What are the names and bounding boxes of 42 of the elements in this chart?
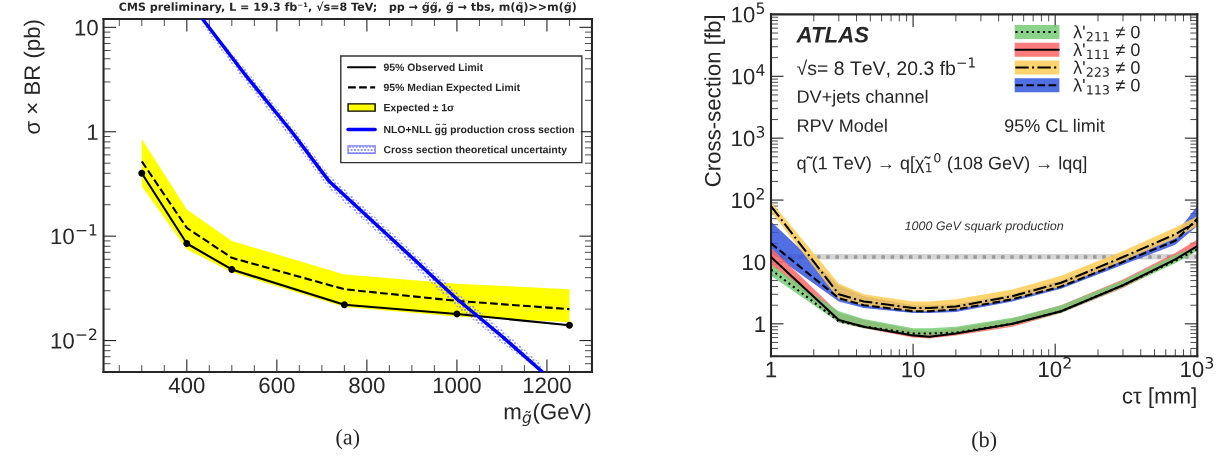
y-tick-label: 10$^{4}$	[732, 64, 765, 85]
annotation: ATLAS	[796, 26, 869, 43]
legend-label: Cross section theoretical uncertainty	[383, 145, 567, 156]
y-tick-label: 10	[75, 19, 98, 36]
x-tick-label: 10	[902, 361, 925, 378]
legend-label: λ'$_{111}$ ≠ 0	[1073, 42, 1140, 59]
x-tick-label: 400	[168, 377, 205, 394]
legend-label: 95% Observed Limit	[383, 63, 483, 71]
y-axis-title: Cross-section [fb]	[704, 15, 726, 187]
legend-label: NLO+NLL g̃g̃ production cross section	[384, 123, 574, 136]
y-tick-label: 1	[88, 124, 98, 140]
y-tick-label: 10$^{2}$	[732, 187, 764, 209]
x-tick-label: 10$^{3}$	[1181, 356, 1214, 378]
x-tick-label: 1200	[523, 377, 571, 394]
y-tick-label: 10$^{3}$	[732, 126, 765, 147]
chart-title: CMS preliminary, L = 19.3 fb⁻¹, √s=8 TeV; pp → g̃g̃, g̃ → tbs, m(q̃)>>m(g̃)	[119, 1, 576, 14]
x-tick-label: 1000	[433, 377, 481, 394]
annotation: √s= 8 TeV, 20.3 fb$^{−1}$	[797, 57, 975, 78]
legend-label: 95% Median Expected Limit	[383, 83, 520, 94]
legend-label: λ'$_{113}$ ≠ 0	[1073, 78, 1140, 95]
text: (b)	[972, 431, 997, 452]
annotation: 95% CL limit	[1005, 118, 1105, 133]
y-tick-label: 10$^{−1}$	[51, 224, 97, 245]
y-tick-label: 10	[743, 254, 766, 271]
x-tick-label: 800	[349, 377, 385, 394]
y-axis-title: σ × BR (pb)	[23, 20, 45, 134]
y-tick-label: 1	[755, 316, 766, 332]
x-tick-label: 1	[766, 361, 777, 378]
x-tick-label: 10$^{2}$	[1039, 356, 1071, 378]
annotation: RPV Model	[798, 118, 887, 133]
x-axis-title: cτ [mm]	[1122, 387, 1196, 409]
legend-label: λ'$_{211}$ ≠ 0	[1073, 25, 1140, 42]
y-tick-label: 10$^{−2}$	[51, 328, 97, 349]
annotation: DV+jets channel	[798, 89, 928, 107]
y-tick-label: 10$^{5}$	[732, 2, 765, 23]
text: (a)	[336, 428, 360, 450]
legend-label: Expected ± 1σ	[384, 103, 455, 114]
annotation: q̃ (1 TeV) → q[χ̃$_{1}$$^{0}$ (108 GeV) → lqq]	[797, 152, 1087, 174]
legend-label: λ'$_{223}$ ≠ 0	[1073, 60, 1140, 77]
x-tick-label: 600	[259, 377, 295, 394]
x-axis-title: m$_{g̃}$(GeV)	[504, 403, 591, 427]
band-label: 1000 GeV squark production	[904, 221, 1064, 233]
